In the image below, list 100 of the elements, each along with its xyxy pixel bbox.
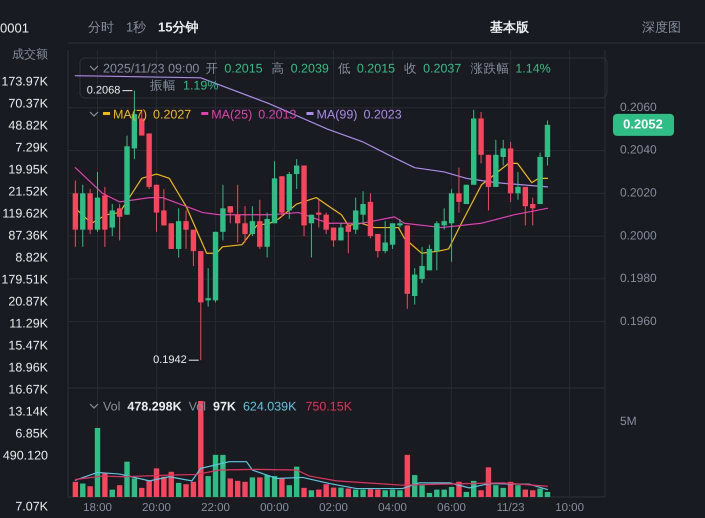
annotation: 97K <box>213 399 236 414</box>
candlestick <box>242 206 248 244</box>
annotation: 开 <box>205 61 218 76</box>
annotation: 涨跌幅 <box>470 61 510 76</box>
candlestick <box>183 210 189 250</box>
text: 成交额 <box>12 47 48 62</box>
candlestick <box>116 204 122 241</box>
text: 7.07K <box>15 499 49 514</box>
text: 87.36K <box>8 228 49 242</box>
candlestick <box>330 227 336 248</box>
text: 20.87K <box>8 294 49 308</box>
annotation: 0.2015 <box>224 61 263 76</box>
candlestick <box>412 268 418 306</box>
text: 分时 <box>88 19 114 34</box>
candlestick <box>441 208 447 230</box>
annotation: 2025/11/23 09:00 <box>103 61 200 76</box>
candlestick <box>426 244 432 271</box>
candlestick <box>220 184 226 241</box>
text: 21.52K <box>8 184 49 198</box>
text: 15分钟 <box>158 19 198 34</box>
candlestick <box>382 220 388 254</box>
candlestick <box>375 233 381 258</box>
y-tick-label: 0.2020 <box>620 186 658 200</box>
candlestick <box>228 206 233 224</box>
text: 6.85K <box>15 426 49 440</box>
x-tick-label: 02:00 <box>319 502 348 514</box>
candlestick <box>338 222 344 241</box>
text: 624.039K <box>242 399 298 414</box>
annotation: 0.2068 <box>86 84 120 97</box>
annotation: 0.2023 <box>363 107 402 122</box>
text: 7.29K <box>15 140 49 154</box>
text: 750.15K <box>305 399 353 414</box>
text: 119.62K <box>2 206 49 220</box>
x-tick-label: 04:00 <box>378 502 407 514</box>
text: 0001 <box>0 20 29 36</box>
candlestick <box>352 197 358 234</box>
annotation: 0.1942 <box>153 354 187 366</box>
x-tick-label: 20:00 <box>142 502 171 514</box>
candlestick <box>308 214 314 258</box>
annotation: 1.14% <box>515 61 551 76</box>
text: 173.97K <box>1 74 49 88</box>
text: 1秒 <box>126 19 146 34</box>
annotation: 478.298K <box>127 399 182 414</box>
annotation: 0.2037 <box>423 61 462 76</box>
x-tick-label: 22:00 <box>201 502 230 514</box>
x-tick-label: 11/23 <box>496 502 525 514</box>
y-tick-label: 0.1980 <box>620 271 658 286</box>
text: 0.2052 <box>623 116 663 132</box>
text: 5M <box>620 414 637 428</box>
text: 48.82K <box>8 118 49 132</box>
candlestick <box>456 167 462 214</box>
text: 深度图 <box>642 19 681 34</box>
candlestick <box>500 139 506 166</box>
candlestick <box>294 158 300 190</box>
candlestick <box>346 222 351 254</box>
candlestick <box>234 184 240 244</box>
candlestick <box>205 268 211 308</box>
text: 基本版 <box>489 19 530 34</box>
annotation: 0.2013 <box>258 107 297 122</box>
y-tick-label: 0.2040 <box>620 142 658 157</box>
x-tick-label: 18:00 <box>83 502 112 514</box>
text: 179.51K <box>1 272 49 286</box>
text: 15.47K <box>8 338 49 352</box>
text: 490.120 <box>2 448 48 462</box>
legend-label: MA(25) <box>211 107 252 122</box>
candlestick <box>161 188 167 226</box>
y-tick-label: 0.1960 <box>620 314 658 328</box>
candlestick <box>110 204 115 237</box>
annotation: 收 <box>404 61 418 76</box>
candlestick <box>390 222 396 250</box>
annotation: 0.2015 <box>356 61 396 76</box>
candlestick <box>323 212 329 234</box>
y-tick-label: 0.2000 <box>620 228 658 242</box>
text: 11.29K <box>9 316 49 330</box>
candlestick <box>530 197 536 226</box>
text: 19.95K <box>8 162 49 176</box>
text: 16.67K <box>8 382 49 396</box>
annotation: 0.2039 <box>290 61 329 76</box>
text: 8.82K <box>15 250 49 264</box>
y-tick-label: 0.2060 <box>620 100 658 114</box>
candlestick <box>522 186 528 226</box>
candlestick <box>515 171 521 200</box>
legend-label: MA(99) <box>316 107 358 122</box>
candlestick <box>419 246 425 284</box>
annotation: 振幅 <box>150 78 176 92</box>
annotation: 低 <box>338 61 351 76</box>
candlestick <box>360 190 366 224</box>
annotation: Vol <box>103 399 120 414</box>
text: 70.37K <box>8 96 49 110</box>
text: 13.14K <box>8 404 49 418</box>
candlestick <box>316 199 322 228</box>
annotation: 高 <box>272 60 285 76</box>
x-tick-label: 10:00 <box>555 502 584 514</box>
candlestick <box>190 229 196 267</box>
x-tick-label: 00:00 <box>260 502 289 514</box>
candlestick <box>250 206 256 237</box>
text: 18.96K <box>8 360 49 374</box>
annotation: 0.2027 <box>153 107 192 122</box>
annotation: 1.19% <box>183 78 218 92</box>
x-tick-label: 06:00 <box>437 502 466 514</box>
